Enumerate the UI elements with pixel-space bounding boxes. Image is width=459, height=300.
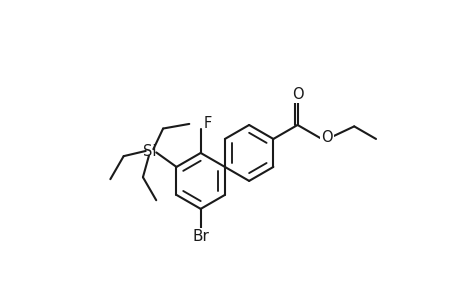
Text: F: F xyxy=(203,116,212,131)
Text: O: O xyxy=(291,87,303,102)
Text: Si: Si xyxy=(143,144,156,159)
Text: Br: Br xyxy=(192,229,209,244)
Text: O: O xyxy=(320,130,332,145)
